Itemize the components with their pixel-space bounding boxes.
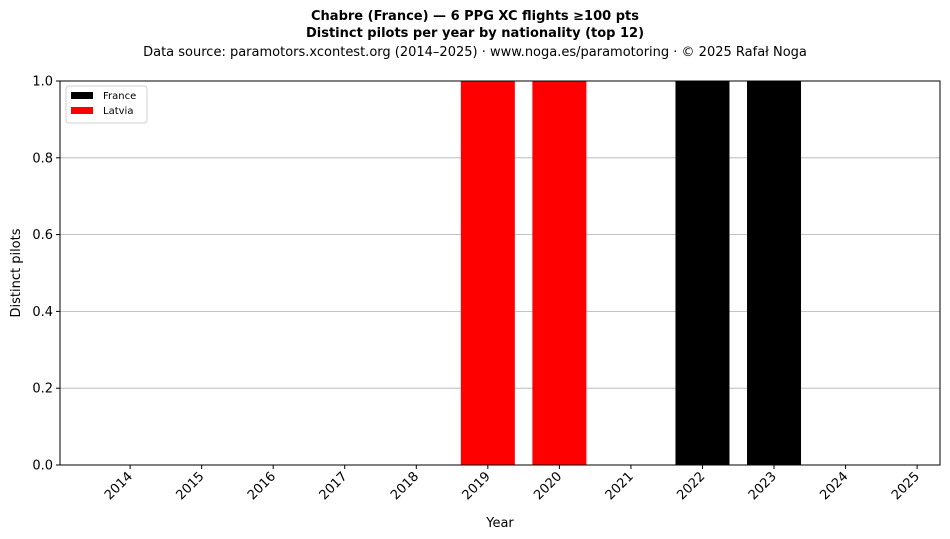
bar-latvia-2020 (532, 81, 587, 465)
y-tick-label: 1.0 (32, 75, 53, 90)
y-tick-label: 0.0 (32, 459, 53, 474)
bar-france-2022 (675, 81, 730, 465)
x-tick-label: 2017 (317, 469, 351, 503)
x-tick-label: 2024 (817, 469, 851, 503)
legend-label-france: France (103, 91, 136, 102)
x-tick-label: 2020 (531, 469, 565, 503)
plot-frame (59, 80, 941, 466)
x-tick-label: 2023 (746, 469, 780, 503)
x-tick-label: 2019 (460, 469, 494, 503)
x-axis: 2014 2015 2016 2017 2018 2019 2020 2021 2022 2023… (102, 465, 923, 503)
y-axis: 0.0 0.2 0.4 0.6 0.8 1.0 (32, 75, 60, 474)
x-tick-label: 2018 (388, 469, 422, 503)
legend-label-latvia: Latvia (103, 106, 133, 117)
legend-swatch-france (71, 92, 93, 99)
chart-title-line-1: Chabre (France) — 6 PPG XC flights ≥100 … (311, 9, 639, 24)
x-tick-label: 2021 (603, 469, 637, 503)
bar-latvia-2019 (460, 81, 515, 465)
x-tick-label: 2016 (245, 469, 279, 503)
bar-france-2023 (747, 81, 802, 465)
y-axis-label: Distinct pilots (9, 228, 24, 317)
chart-title-line-2: Distinct pilots per year by nationality … (306, 26, 644, 41)
x-tick-label: 2014 (102, 469, 136, 503)
y-tick-label: 0.6 (32, 228, 53, 243)
x-tick-label: 2015 (173, 469, 207, 503)
chart-subtitle: Data source: paramotors.xcontest.org (20… (143, 45, 807, 60)
x-tick-label: 2022 (674, 469, 708, 503)
legend-swatch-latvia (71, 107, 93, 114)
x-tick-label: 2025 (889, 469, 923, 503)
bars (460, 81, 802, 465)
y-tick-label: 0.8 (32, 151, 53, 166)
legend: France Latvia (65, 85, 148, 124)
y-tick-label: 0.4 (32, 305, 53, 320)
x-axis-label: Year (485, 516, 514, 531)
y-tick-label: 0.2 (32, 382, 53, 397)
